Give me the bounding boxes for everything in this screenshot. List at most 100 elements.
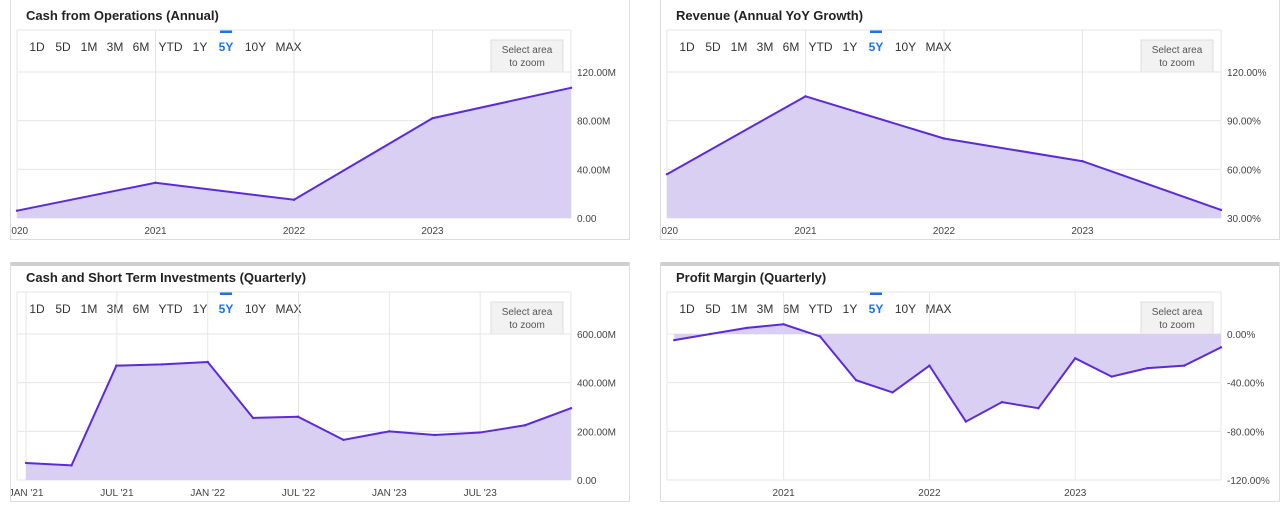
y-tick-label: -40.00% — [1227, 379, 1264, 390]
range-selector: 1D 5D 1M 3M 6M YTD 1Y 5Y 10Y MAX — [29, 292, 302, 316]
y-tick-label: 200.00M — [577, 427, 616, 438]
chart-profit-margin: 1D 5D 1M 3M 6M YTD 1Y 5Y 10Y MAX Select area to zoo… — [666, 291, 1270, 499]
range-button-1m[interactable]: 1M — [81, 40, 98, 54]
range-button-1m[interactable]: 1M — [731, 40, 748, 54]
select-area-zoom-button[interactable]: Select area to zoom — [490, 301, 564, 335]
range-button-max[interactable]: MAX — [925, 302, 951, 316]
range-button-1d[interactable]: 1D — [679, 40, 695, 54]
y-tick-label: -120.00% — [1227, 476, 1270, 487]
chart-revenue-yoy-growth: 1D 5D 1M 3M 6M YTD 1Y 5Y 10Y MAX Select area to zoo… — [661, 29, 1267, 237]
data-point — [964, 420, 968, 423]
range-button-6m[interactable]: 6M — [133, 302, 150, 316]
panel-cash-from-operations: Cash from Operations (Annual) 1D 5D 1M 3M 6M… — [10, 0, 630, 240]
range-button-1y[interactable]: 1Y — [193, 40, 208, 54]
data-point — [665, 173, 669, 176]
range-label: 6M — [783, 302, 800, 316]
data-point — [804, 95, 807, 98]
range-button-1d[interactable]: 1D — [29, 40, 45, 54]
range-label: 3M — [757, 40, 774, 54]
range-label: 10Y — [895, 40, 916, 54]
range-button-1y[interactable]: 1Y — [843, 40, 858, 54]
range-button-1d[interactable]: 1D — [29, 302, 45, 316]
range-label: 5D — [705, 302, 721, 316]
range-selector: 1D 5D 1M 3M 6M YTD 1Y 5Y 10Y MAX — [29, 30, 302, 54]
range-button-max[interactable]: MAX — [275, 40, 301, 54]
range-label: 6M — [133, 40, 150, 54]
x-tick-label: JUL '23 — [464, 488, 498, 499]
range-button-1y[interactable]: 1Y — [193, 302, 208, 316]
range-button-10y[interactable]: 10Y — [245, 302, 266, 316]
data-point — [15, 209, 19, 212]
range-button-3m[interactable]: 3M — [107, 40, 124, 54]
range-button-3m[interactable]: 3M — [757, 302, 774, 316]
data-point — [292, 198, 296, 201]
range-button-3m[interactable]: 3M — [107, 302, 124, 316]
range-label: 1Y — [193, 302, 208, 316]
y-axis: 0.00% -40.00% -80.00% -120.00% — [1227, 330, 1270, 487]
range-label: 5Y — [869, 302, 884, 316]
selected-indicator — [220, 292, 232, 295]
range-button-1d[interactable]: 1D — [679, 302, 695, 316]
selected-indicator — [870, 292, 882, 295]
zoom-label-line2: to zoom — [509, 58, 545, 69]
y-tick-label: 120.00M — [577, 68, 616, 79]
y-tick-label: 600.00M — [577, 330, 616, 341]
range-button-5d[interactable]: 5D — [55, 302, 71, 316]
range-selector: 1D 5D 1M 3M 6M YTD 1Y 5Y 10Y MAX — [679, 30, 952, 54]
range-label: 10Y — [245, 302, 266, 316]
range-button-ytd[interactable]: YTD — [159, 40, 183, 54]
range-button-ytd[interactable]: YTD — [159, 302, 183, 316]
zoom-button-bg — [490, 39, 564, 73]
range-button-1m[interactable]: 1M — [81, 302, 98, 316]
selected-indicator — [220, 30, 232, 33]
y-axis: 30.00% 60.00% 90.00% 120.00% — [1227, 68, 1267, 225]
range-label: 5Y — [869, 40, 884, 54]
range-button-10y[interactable]: 10Y — [895, 302, 916, 316]
data-point — [854, 379, 858, 382]
x-tick-label: 2021 — [773, 488, 796, 499]
range-button-5y[interactable]: 5Y — [869, 292, 884, 316]
range-button-5d[interactable]: 5D — [705, 40, 721, 54]
range-button-1m[interactable]: 1M — [731, 302, 748, 316]
range-button-max[interactable]: MAX — [925, 40, 951, 54]
range-button-ytd[interactable]: YTD — [809, 302, 833, 316]
data-point — [1081, 160, 1084, 163]
y-tick-label: 60.00% — [1227, 165, 1261, 176]
zoom-button-bg — [1140, 301, 1214, 335]
range-button-ytd[interactable]: YTD — [809, 40, 833, 54]
range-button-6m[interactable]: 6M — [783, 40, 800, 54]
range-button-5d[interactable]: 5D — [55, 40, 71, 54]
range-button-5y[interactable]: 5Y — [219, 292, 234, 316]
data-points — [673, 323, 1223, 423]
range-button-10y[interactable]: 10Y — [895, 40, 916, 54]
range-button-max[interactable]: MAX — [275, 302, 301, 316]
range-button-1y[interactable]: 1Y — [843, 302, 858, 316]
range-label: 1D — [29, 302, 45, 316]
data-point — [928, 364, 931, 367]
panel-revenue-yoy-growth: Revenue (Annual YoY Growth) 1D 5D 1M 3M 6M YT… — [660, 0, 1280, 240]
range-button-3m[interactable]: 3M — [757, 40, 774, 54]
range-button-10y[interactable]: 10Y — [245, 40, 266, 54]
chart-title: Cash from Operations (Annual) — [26, 8, 219, 23]
range-button-5d[interactable]: 5D — [705, 302, 721, 316]
panel-profit-margin: Profit Margin (Quarterly) 1D 5D 1M 3M 6M YTD 1… — [660, 262, 1280, 502]
x-tick-label: JUL '22 — [282, 488, 316, 499]
range-label: 1Y — [843, 40, 858, 54]
data-point — [115, 364, 118, 367]
select-area-zoom-button[interactable]: Select area to zoom — [1140, 39, 1214, 73]
range-label: 5D — [55, 40, 71, 54]
range-button-5y[interactable]: 5Y — [219, 30, 234, 54]
chart-title: Revenue (Annual YoY Growth) — [676, 8, 864, 23]
zoom-label-line1: Select area — [1152, 307, 1203, 318]
data-points — [15, 86, 573, 212]
range-button-5y[interactable]: 5Y — [869, 30, 884, 54]
data-points — [665, 95, 1223, 212]
range-button-6m[interactable]: 6M — [783, 302, 800, 316]
select-area-zoom-button[interactable]: Select area to zoom — [490, 39, 564, 73]
range-button-6m[interactable]: 6M — [133, 40, 150, 54]
data-point — [388, 430, 391, 433]
select-area-zoom-button[interactable]: Select area to zoom — [1140, 301, 1214, 335]
y-axis: 0.00 40.00M 80.00M 120.00M — [577, 68, 616, 225]
